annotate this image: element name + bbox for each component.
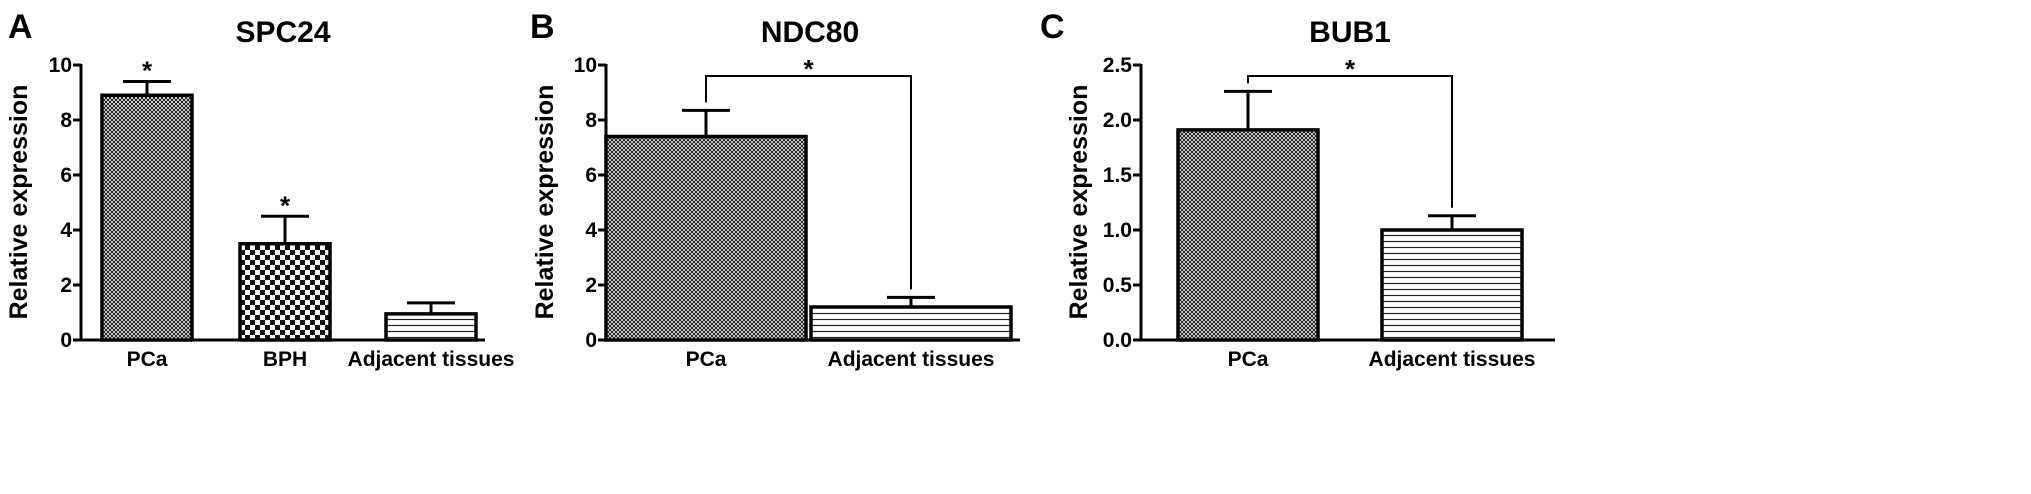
significance-star: * (1345, 54, 1356, 84)
bar-pca (100, 93, 194, 342)
chart-title-a: SPC24 (235, 16, 330, 49)
bar-pca (604, 134, 808, 342)
y-tick-label: 0 (585, 329, 597, 352)
plot-area-b: 0 2 4 6 8 10 PCa Adjacent tissues * (574, 54, 1020, 371)
panel-letter-a: A (8, 8, 33, 46)
y-tick-label: 1.5 (1103, 164, 1133, 187)
y-tick-label: 0.0 (1103, 329, 1132, 352)
panel-a: A SPC24 Relative expression 0 2 4 6 8 10 PCa BP… (5, 8, 514, 371)
panel-b: B NDC80 Relative expression 0 2 4 6 8 10 PCa Ad… (530, 8, 1020, 371)
y-axis-label-a: Relative expression (5, 85, 33, 320)
significance-bracket (1247, 75, 1453, 208)
bar-pca (1176, 128, 1320, 342)
x-tick-label: BPH (263, 348, 307, 371)
x-tick-label: PCa (127, 348, 168, 371)
chart-title-c: BUB1 (1309, 16, 1391, 49)
y-tick-label: 0.5 (1103, 274, 1133, 297)
panel-letter-b: B (530, 8, 555, 46)
x-tick-label: Adjacent tissues (828, 348, 995, 371)
x-tick-label: PCa (686, 348, 727, 371)
y-tick-label: 8 (60, 109, 72, 132)
y-tick-label: 6 (60, 164, 72, 187)
significance-bracket (705, 75, 912, 290)
y-tick-label: 1.0 (1103, 219, 1132, 242)
panel-c: C BUB1 Relative expression 0.0 0.5 1.0 1.5 2… (1040, 8, 1555, 371)
panel-letter-c: C (1040, 8, 1065, 46)
plot-area-a: 0 2 4 6 8 10 PCa BPH Adjacent tissues * * (49, 54, 515, 371)
bar-bph (238, 242, 332, 342)
significance-star: * (280, 190, 291, 220)
y-axis-label-c: Relative expression (1065, 85, 1093, 320)
chart-title-b: NDC80 (761, 16, 859, 49)
y-tick-label: 8 (585, 109, 597, 132)
significance-star: * (142, 56, 153, 86)
significance-star: * (803, 54, 814, 84)
plot-area-c: 0.0 0.5 1.0 1.5 2.0 2.5 PCa Adjacent tissues * (1103, 54, 1555, 371)
y-tick-label: 10 (49, 54, 72, 77)
y-tick-label: 2 (60, 274, 72, 297)
y-tick-label: 10 (574, 54, 597, 77)
x-tick-label: Adjacent tissues (348, 348, 515, 371)
y-tick-label: 2.5 (1103, 54, 1133, 77)
y-tick-label: 0 (60, 329, 72, 352)
y-tick-label: 4 (585, 219, 597, 242)
y-axis-label-b: Relative expression (531, 85, 559, 320)
x-tick-label: PCa (1228, 348, 1269, 371)
bar-adjacent-tissues (809, 305, 1013, 342)
x-tick-label: Adjacent tissues (1369, 348, 1536, 371)
y-tick-label: 2 (585, 274, 597, 297)
y-tick-label: 6 (585, 164, 597, 187)
y-tick-label: 2.0 (1103, 109, 1132, 132)
bar-adjacent-tissues (384, 312, 478, 342)
bar-adjacent-tissues (1380, 228, 1524, 342)
y-tick-label: 4 (60, 219, 72, 242)
